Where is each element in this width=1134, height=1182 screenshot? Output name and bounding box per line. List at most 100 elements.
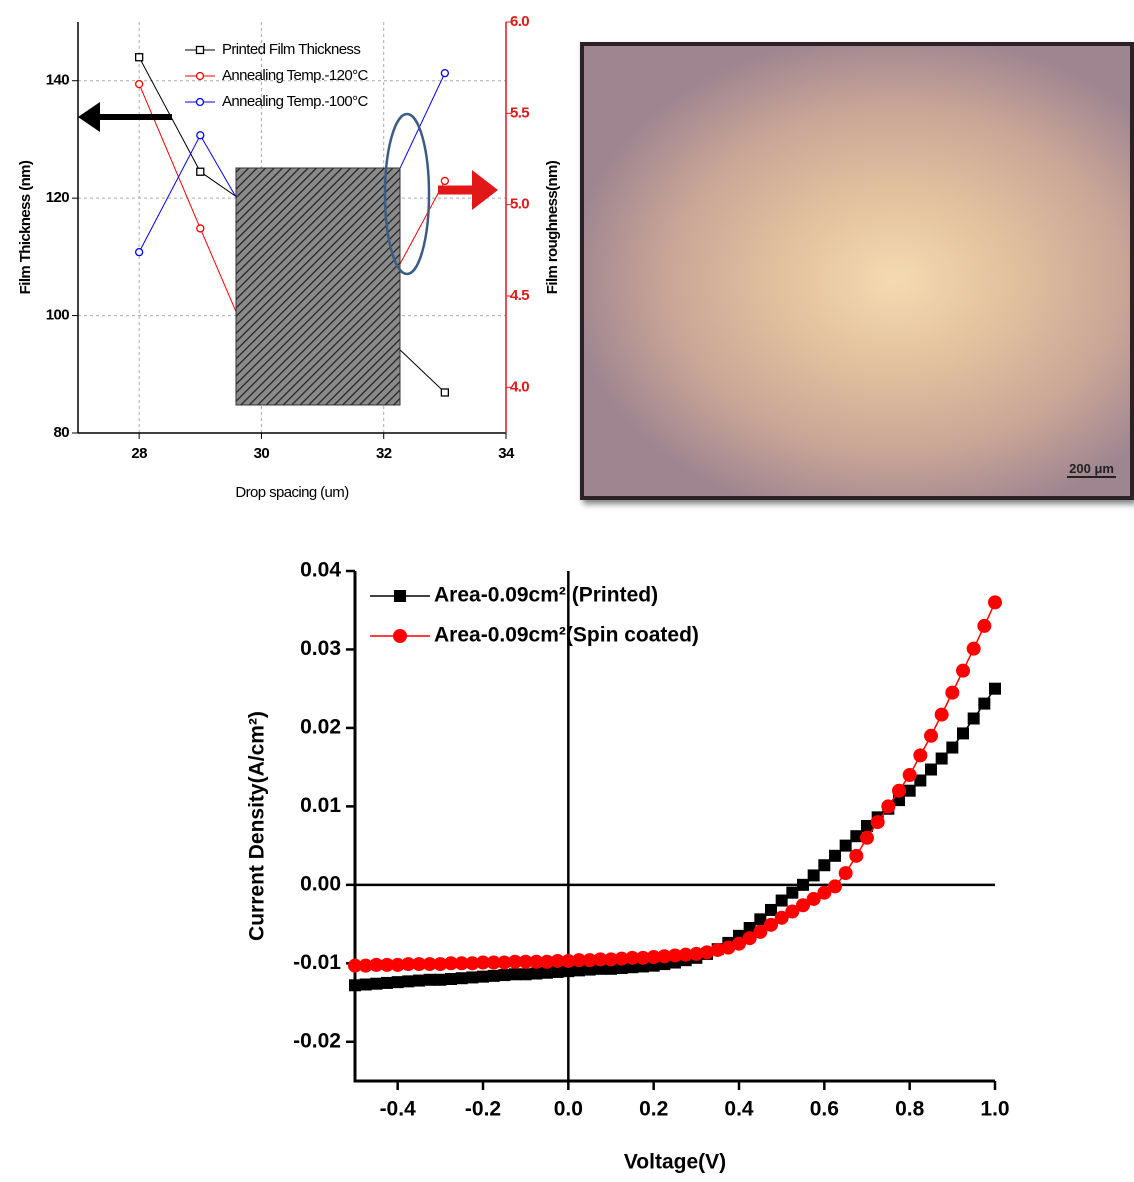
data-point (829, 849, 841, 862)
data-point (583, 963, 596, 976)
data-point (401, 957, 416, 972)
data-point (476, 955, 490, 970)
data-point (196, 167, 205, 176)
data-point (765, 903, 777, 916)
data-point (945, 685, 960, 700)
data-point (678, 947, 693, 962)
data-point (529, 954, 544, 969)
data-point (402, 975, 415, 988)
data-point (196, 224, 205, 233)
data-point (550, 953, 565, 968)
data-point (626, 961, 639, 974)
y-tick-label: 0.04 (300, 559, 341, 582)
data-point (796, 898, 810, 913)
legend-label: Printed Film Thickness (222, 41, 360, 58)
data-point (817, 885, 832, 900)
data-point (445, 973, 457, 985)
data-point (786, 886, 799, 899)
y-tick-label: 100 (46, 307, 69, 324)
right-arrow (438, 170, 498, 210)
y-tick-label: 80 (54, 424, 70, 441)
legend-label: Annealing Temp.-120°C (222, 67, 368, 84)
data-point (359, 978, 372, 991)
data-point (764, 917, 778, 932)
data-point (348, 958, 362, 973)
y-tick-label: 0.00 (300, 872, 341, 895)
y2-tick-label: 5.5 (510, 104, 529, 121)
x-tick-label: 28 (131, 445, 147, 462)
x-tick-label: 34 (498, 445, 515, 462)
data-point (519, 968, 532, 981)
data-point (743, 922, 756, 934)
data-point (614, 951, 629, 966)
data-point (935, 752, 948, 765)
legend-marker (195, 45, 205, 55)
data-point (977, 618, 992, 633)
y2-tick-label: 5.0 (510, 196, 529, 213)
y2-axis-title: Film roughness(nm) (544, 160, 561, 294)
data-point (721, 940, 736, 955)
x-tick-label: 0.0 (554, 1098, 583, 1121)
data-point (689, 946, 704, 961)
data-point (710, 942, 725, 957)
data-point (860, 830, 874, 845)
data-point (477, 970, 489, 983)
x-tick-label: 0.4 (724, 1098, 754, 1121)
data-point (573, 964, 585, 977)
data-point (893, 794, 905, 807)
data-point (358, 958, 373, 973)
data-point (988, 595, 1002, 610)
data-point (390, 957, 405, 972)
data-point (732, 936, 746, 951)
data-point (742, 931, 757, 946)
x-tick-label: 0.2 (639, 1098, 668, 1121)
data-point (440, 176, 450, 186)
data-point (422, 957, 437, 972)
x-axis-title: Drop spacing (um) (235, 484, 349, 501)
data-point (444, 956, 458, 971)
data-point (914, 774, 927, 787)
hatched-region (235, 167, 401, 406)
highlight-ellipse (383, 112, 431, 276)
data-point (818, 859, 831, 872)
data-point (455, 972, 468, 985)
data-point (828, 879, 842, 894)
legend-label: Area-0.09cm²(Spin coated) (434, 624, 699, 647)
data-point (508, 954, 522, 969)
data-point (413, 974, 425, 987)
data-point (134, 53, 144, 62)
data-point (380, 957, 394, 972)
y-tick-label: 0.03 (300, 637, 341, 660)
data-point (646, 950, 661, 965)
data-point (540, 954, 554, 969)
data-point (572, 953, 586, 968)
legend-marker (393, 629, 407, 643)
data-point (518, 954, 533, 969)
data-point (423, 973, 436, 986)
x-tick-label: 30 (254, 445, 270, 462)
x-tick-label: -0.4 (380, 1098, 417, 1121)
y-tick-label: 0.02 (300, 715, 341, 738)
data-point (881, 799, 896, 814)
legend-marker (195, 71, 205, 81)
data-point (465, 956, 480, 971)
data-point (754, 913, 767, 926)
data-point (966, 641, 981, 656)
y-tick-label: 140 (46, 72, 69, 89)
data-point (498, 969, 511, 982)
y2-tick-label: 4.0 (510, 378, 529, 395)
data-point (604, 952, 618, 967)
scale-bar: 200 μm (1067, 461, 1116, 478)
data-point (541, 966, 553, 979)
data-point (967, 712, 980, 725)
data-point (391, 976, 404, 989)
data-point (774, 910, 789, 925)
data-point (870, 815, 885, 830)
data-point (839, 839, 852, 852)
data-point (946, 741, 959, 754)
legend-marker (394, 590, 406, 602)
y-tick-label: 120 (46, 189, 69, 206)
data-point (892, 783, 906, 798)
data-point (349, 979, 361, 992)
data-point (440, 388, 450, 397)
